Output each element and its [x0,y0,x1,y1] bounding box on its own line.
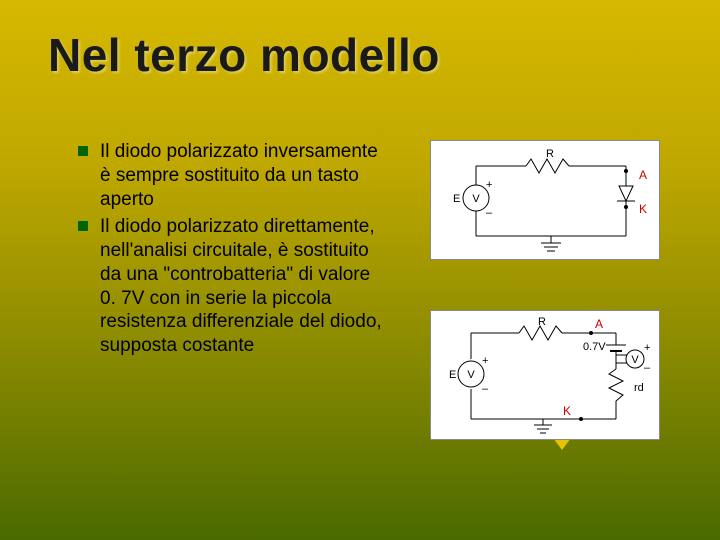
svg-text:+: + [644,342,650,354]
source-label: E [449,369,456,381]
bullet-text: Il diodo polarizzato direttamente, nell'… [100,215,388,358]
meter2-label: V [631,354,639,366]
node-k: K [639,202,647,216]
resistor-label: R [538,316,546,328]
rd-label: rd [634,382,644,394]
list-item: Il diodo polarizzato inversamente è semp… [78,140,388,211]
circuit-diagram-2: V + – V + – E R 0.7V [430,310,660,440]
bullet-icon [78,146,88,156]
svg-text:–: – [644,362,651,374]
figures-area: V + – E R A K [430,140,680,440]
svg-text:+: + [482,355,488,367]
bullet-list: Il diodo polarizzato inversamente è semp… [78,140,388,362]
svg-text:–: – [486,207,493,219]
slide-title: Nel terzo modello [48,28,440,82]
node-k: K [563,404,571,418]
source-label: E [453,193,460,205]
battery-label: 0.7V [583,341,606,353]
circuit-diagram-1: V + – E R A K [430,140,660,260]
node-a: A [595,317,603,331]
resistor-label: R [546,148,554,160]
meter-label: V [467,369,475,381]
list-item: Il diodo polarizzato direttamente, nell'… [78,215,388,358]
bullet-icon [78,221,88,231]
bullet-text: Il diodo polarizzato inversamente è semp… [100,140,388,211]
node-a: A [639,168,647,182]
svg-text:+: + [486,179,492,191]
meter-label: V [472,193,480,205]
svg-text:–: – [482,383,489,395]
